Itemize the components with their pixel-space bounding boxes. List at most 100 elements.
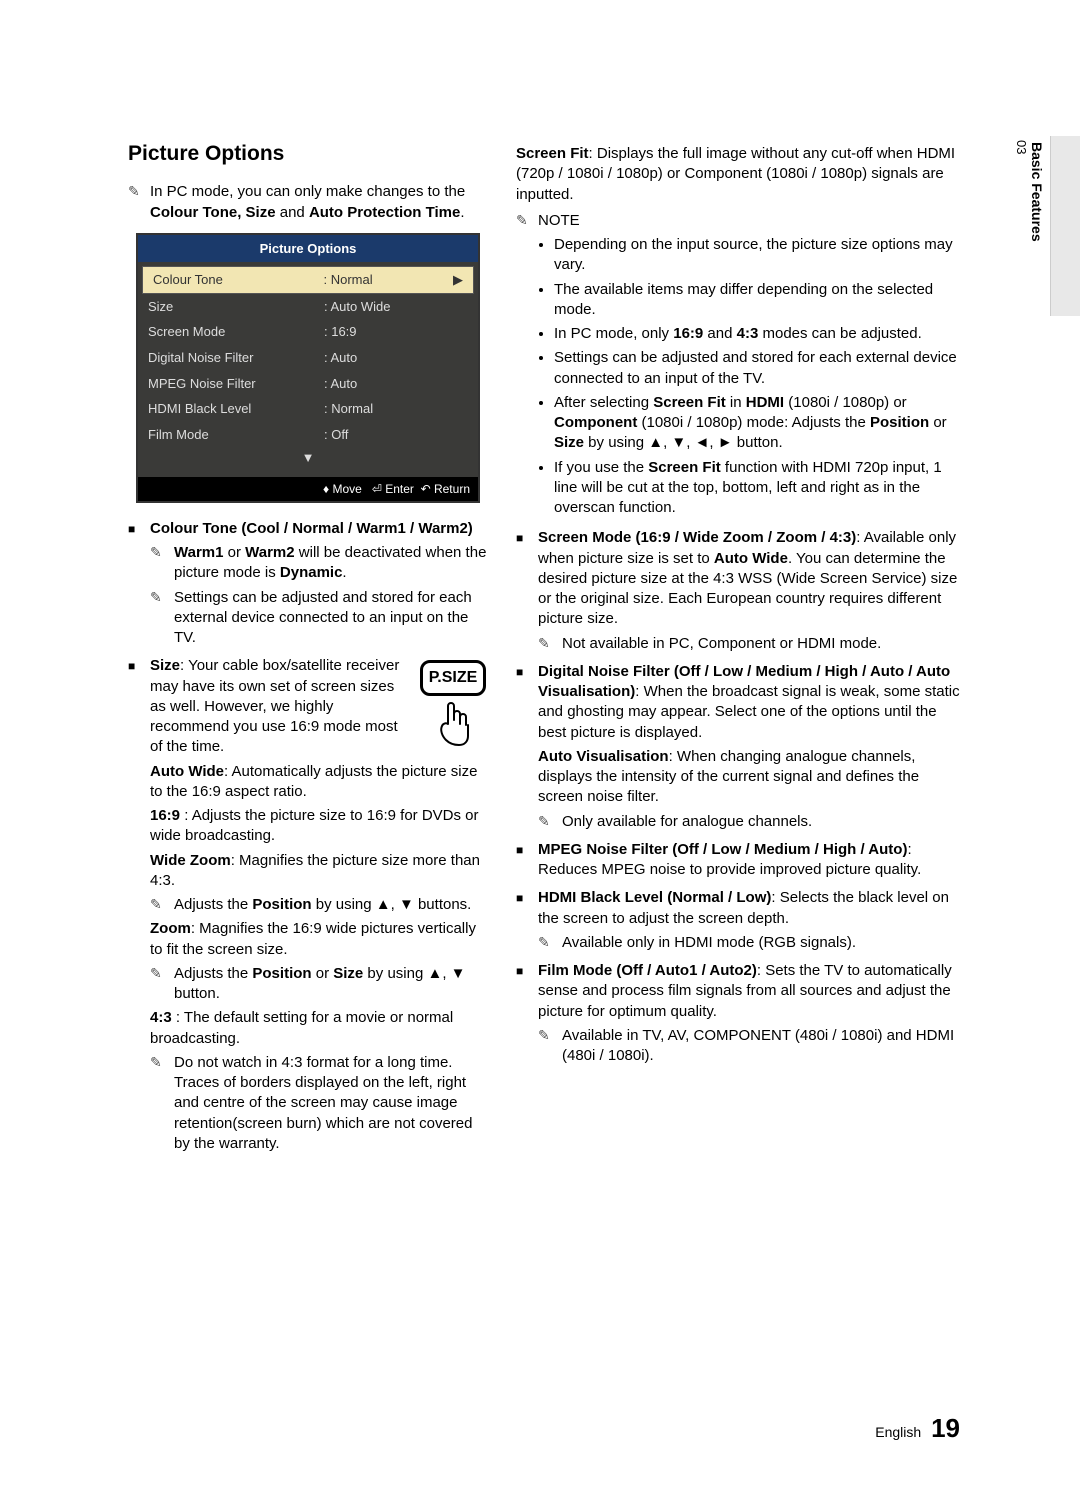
text: Position: [252, 965, 311, 982]
paragraph: Auto Visualisation: When changing analog…: [538, 747, 960, 808]
note-icon: ✎: [150, 964, 174, 1005]
osd-row-hdmi[interactable]: HDMI Black Level : Normal: [138, 396, 478, 422]
note-icon: ✎: [538, 933, 562, 953]
text: Do not watch in 4:3 format for a long ti…: [174, 1053, 488, 1154]
osd-value: : Off: [324, 426, 468, 444]
item-size: ■ Size: Your cable box/satellite receive…: [128, 656, 488, 757]
text: 4:3: [150, 1009, 172, 1026]
osd-value: : Normal: [324, 400, 468, 418]
bullet-icon: ■: [516, 840, 538, 881]
note-icon: ✎: [538, 812, 562, 832]
text: Not available in PC, Component or HDMI m…: [562, 634, 960, 654]
bullet-icon: ■: [516, 888, 538, 929]
text: .: [460, 204, 464, 221]
list-item: The available items may differ depending…: [554, 280, 960, 321]
osd-row-mpeg[interactable]: MPEG Noise Filter : Auto: [138, 371, 478, 397]
move-hint: ♦ Move: [323, 482, 362, 496]
osd-row-film[interactable]: Film Mode : Off: [138, 422, 478, 448]
text: Available in TV, AV, COMPONENT (480i / 1…: [562, 1026, 960, 1067]
osd-label: Film Mode: [148, 426, 324, 444]
item-colour-tone: ■ Colour Tone (Cool / Normal / Warm1 / W…: [128, 519, 488, 539]
chevron-right-icon: ▶: [449, 271, 463, 289]
text: by using ▲, ▼ buttons.: [312, 896, 472, 913]
sub-note: ✎ Settings can be adjusted and stored fo…: [150, 588, 488, 649]
paragraph: Wide Zoom: Magnifies the picture size mo…: [150, 851, 488, 892]
item-dnf: ■ Digital Noise Filter (Off / Low / Medi…: [516, 662, 960, 743]
bullet-icon: ■: [516, 528, 538, 629]
osd-label: Screen Mode: [148, 323, 324, 341]
return-hint: ↶ Return: [421, 482, 470, 496]
text: .: [342, 564, 346, 581]
note-icon: ✎: [150, 543, 174, 584]
note-icon: ✎: [150, 588, 174, 649]
item-hdmi: ■ HDMI Black Level (Normal / Low): Selec…: [516, 888, 960, 929]
text: Zoom: [150, 920, 191, 937]
text: Available only in HDMI mode (RGB signals…: [562, 933, 960, 953]
sub-note: ✎ Available only in HDMI mode (RGB signa…: [538, 933, 960, 953]
text: Auto Visualisation: [538, 748, 669, 765]
note-heading: ✎ NOTE: [516, 211, 960, 231]
bullet-icon: ■: [128, 519, 150, 539]
sub-note: ✎ Only available for analogue channels.: [538, 812, 960, 832]
sub-note: ✎ Available in TV, AV, COMPONENT (480i /…: [538, 1026, 960, 1067]
osd-label: MPEG Noise Filter: [148, 375, 324, 393]
text: Screen Fit: [516, 145, 589, 162]
sub-note: ✎ Warm1 or Warm2 will be deactivated whe…: [150, 543, 488, 584]
note-icon: ✎: [150, 895, 174, 915]
osd-row-colour-tone[interactable]: Colour Tone : Normal ▶: [142, 266, 474, 294]
paragraph: 4:3 : The default setting for a movie or…: [150, 1008, 488, 1049]
osd-row-dnf[interactable]: Digital Noise Filter : Auto: [138, 345, 478, 371]
osd-row-size[interactable]: Size : Auto Wide: [138, 294, 478, 320]
chevron-down-icon: ▼: [138, 447, 478, 473]
text: Size: [333, 965, 363, 982]
osd-title: Picture Options: [138, 235, 478, 263]
bullet-icon: ■: [128, 656, 150, 757]
bullet-icon: ■: [516, 961, 538, 1022]
psize-button-graphic: P.SIZE: [418, 656, 488, 757]
text: Colour Tone, Size: [150, 204, 276, 221]
text: : Your cable box/satellite receiver may …: [150, 657, 399, 755]
note-icon: ✎: [128, 182, 150, 223]
bullet-icon: ■: [516, 662, 538, 743]
paragraph: 16:9 : Adjusts the picture size to 16:9 …: [150, 806, 488, 847]
note-icon: ✎: [538, 1026, 562, 1067]
item-screen-mode: ■ Screen Mode (16:9 / Wide Zoom / Zoom /…: [516, 528, 960, 629]
heading: HDMI Black Level (Normal / Low): [538, 889, 771, 906]
text: : Magnifies the 16:9 wide pictures verti…: [150, 920, 476, 957]
item-film: ■ Film Mode (Off / Auto1 / Auto2): Sets …: [516, 961, 960, 1022]
text: : The default setting for a movie or nor…: [150, 1009, 453, 1046]
sub-note: ✎ Do not watch in 4:3 format for a long …: [150, 1053, 488, 1154]
text: or: [312, 965, 334, 982]
list-item: In PC mode, only 16:9 and 4:3 modes can …: [554, 324, 960, 344]
sub-note: ✎ Adjusts the Position by using ▲, ▼ but…: [150, 895, 488, 915]
note-icon: ✎: [150, 1053, 174, 1154]
text: Warm2: [245, 544, 294, 561]
sub-note: ✎ Adjusts the Position or Size by using …: [150, 964, 488, 1005]
text: 16:9: [150, 807, 180, 824]
list-item: Settings can be adjusted and stored for …: [554, 348, 960, 389]
footer-lang: English: [875, 1424, 921, 1440]
text: Auto Protection Time: [309, 204, 460, 221]
psize-label: P.SIZE: [420, 660, 487, 696]
text: Settings can be adjusted and stored for …: [174, 588, 488, 649]
paragraph: Auto Wide: Automatically adjusts the pic…: [150, 762, 488, 803]
text: In PC mode, you can only make changes to…: [150, 183, 465, 200]
text: Only available for analogue channels.: [562, 812, 960, 832]
pc-mode-note: ✎ In PC mode, you can only make changes …: [128, 182, 488, 223]
hand-icon: [431, 700, 475, 748]
enter-hint: ⏎ Enter: [372, 482, 414, 496]
paragraph: Screen Fit: Displays the full image with…: [516, 144, 960, 205]
paragraph: Zoom: Magnifies the 16:9 wide pictures v…: [150, 919, 488, 960]
item-mpeg: ■ MPEG Noise Filter (Off / Low / Medium …: [516, 840, 960, 881]
text: Auto Wide: [714, 550, 788, 567]
sidebar-tab: [1050, 136, 1080, 316]
section-title: Picture Options: [128, 140, 488, 168]
heading: MPEG Noise Filter (Off / Low / Medium / …: [538, 841, 907, 858]
text: Wide Zoom: [150, 852, 231, 869]
list-item: Depending on the input source, the pictu…: [554, 235, 960, 276]
heading: Colour Tone (Cool / Normal / Warm1 / War…: [150, 520, 473, 537]
osd-row-screen-mode[interactable]: Screen Mode : 16:9: [138, 319, 478, 345]
osd-value: : Normal: [324, 271, 450, 289]
note-icon: ✎: [538, 634, 562, 654]
text: Auto Wide: [150, 763, 224, 780]
